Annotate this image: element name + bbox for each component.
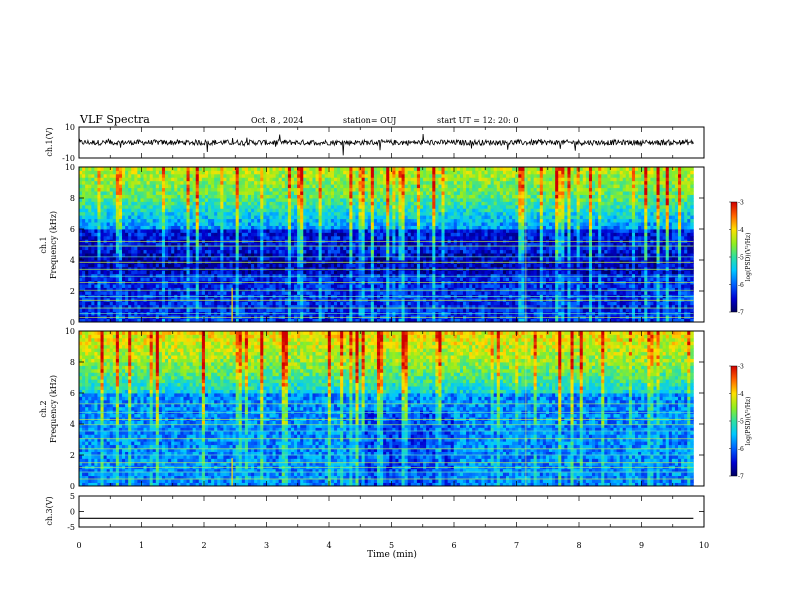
ch2-spectrogram-carrier-lines: [79, 331, 694, 486]
date-label: Oct. 8 , 2024: [251, 116, 303, 125]
ch1-colorbar-label: log(PSD)(V²/Hz): [745, 233, 752, 282]
ch1-waveform-panel: 10 -10: [62, 123, 705, 163]
time-tick-label: 2: [201, 541, 206, 550]
ch2-spectrogram-ytick-label: 8: [70, 358, 75, 367]
time-tick-label: 4: [326, 541, 331, 550]
time-tick-label: 7: [514, 541, 519, 550]
ch1-spectrogram-ytick-label: 0: [70, 318, 75, 327]
colorbar-tick-label: -7: [738, 310, 744, 317]
time-tick-label: 10: [699, 541, 709, 550]
ch2-spectrogram-ytick-label: 6: [70, 389, 75, 398]
ch3-waveform-ytick-label: 5: [70, 492, 75, 501]
ch2-spectrogram-ytick-label: 10: [65, 327, 75, 336]
ch1-voltage-axis-label: ch.1(V): [45, 127, 54, 156]
ch2-spectrogram-panel: 0 2 4 6 8 10: [65, 327, 705, 491]
colorbar-tick-label: -5: [738, 419, 744, 426]
ch1-spectrogram-ytick-label: 4: [70, 256, 75, 265]
ch2-spectrogram-ytick-label: 2: [70, 451, 75, 460]
station-label: station= OUJ: [343, 116, 396, 125]
ch1-spectrogram-ytick-label: 10: [65, 163, 75, 172]
ch1-spectrogram-panel: 0 2 4 6 8 10: [65, 163, 705, 327]
time-tick-label: 0: [76, 541, 81, 550]
time-tick-label: 5: [389, 541, 394, 550]
ch1-spectrogram-carrier-lines: [79, 167, 694, 322]
time-tick-label: 6: [451, 541, 456, 550]
colorbar-tick-label: -4: [738, 227, 744, 234]
ch1-waveform-ytick-label: 10: [65, 123, 75, 132]
ch1-spectrogram-ytick-label: 8: [70, 194, 75, 203]
ch2-spectrogram-ytick-label: 4: [70, 420, 75, 429]
ch2-frequency-axis-label: Frequency (kHz): [49, 375, 58, 443]
colorbar-tick-label: -7: [738, 474, 744, 481]
ch3-voltage-axis-label: ch.3(V): [45, 496, 54, 525]
colorbar-tick-label: -6: [738, 446, 744, 453]
time-tick-label: 1: [139, 541, 144, 550]
ch1-waveform-ytick-label: -10: [62, 154, 75, 163]
ch2-spectrogram-cells: [79, 331, 694, 487]
ch1-spectrogram-cells: [79, 167, 694, 323]
ch1-frequency-axis-label: Frequency (kHz): [49, 211, 58, 279]
ch2-colorbar-label: log(PSD)(V²/Hz): [745, 397, 752, 446]
ch3-waveform-panel: 5 0 -5: [67, 492, 705, 532]
ch1-waveform-trace: [78, 133, 694, 156]
ch1-colorbar-scale: [730, 201, 738, 313]
ch1-channel-axis-label: ch.1: [39, 236, 48, 253]
colorbar-tick-label: -5: [738, 255, 744, 262]
ch3-waveform-ytick-label: 0: [70, 508, 75, 517]
time-axis-label: Time (min): [367, 549, 417, 560]
colorbar-tick-label: -6: [738, 282, 744, 289]
ch2-channel-axis-label: ch.2: [39, 400, 48, 417]
ch2-spectrogram-ytick-label: 0: [70, 482, 75, 491]
colorbar-tick-label: -3: [738, 364, 744, 371]
start-time-label: start UT = 12: 20: 0: [437, 116, 518, 125]
ch1-spectrogram-ytick-label: 2: [70, 287, 75, 296]
time-tick-label: 3: [264, 541, 269, 550]
ch3-waveform-ytick-label: -5: [67, 523, 75, 532]
figure-title: VLF Spectra: [79, 113, 150, 126]
colorbar-tick-label: -4: [738, 391, 744, 398]
time-tick-label: 8: [576, 541, 581, 550]
time-tick-label: 9: [639, 541, 644, 550]
ch1-spectrogram-ytick-label: 6: [70, 225, 75, 234]
colorbar-tick-label: -3: [738, 200, 744, 207]
ch2-colorbar-scale: [730, 365, 738, 477]
